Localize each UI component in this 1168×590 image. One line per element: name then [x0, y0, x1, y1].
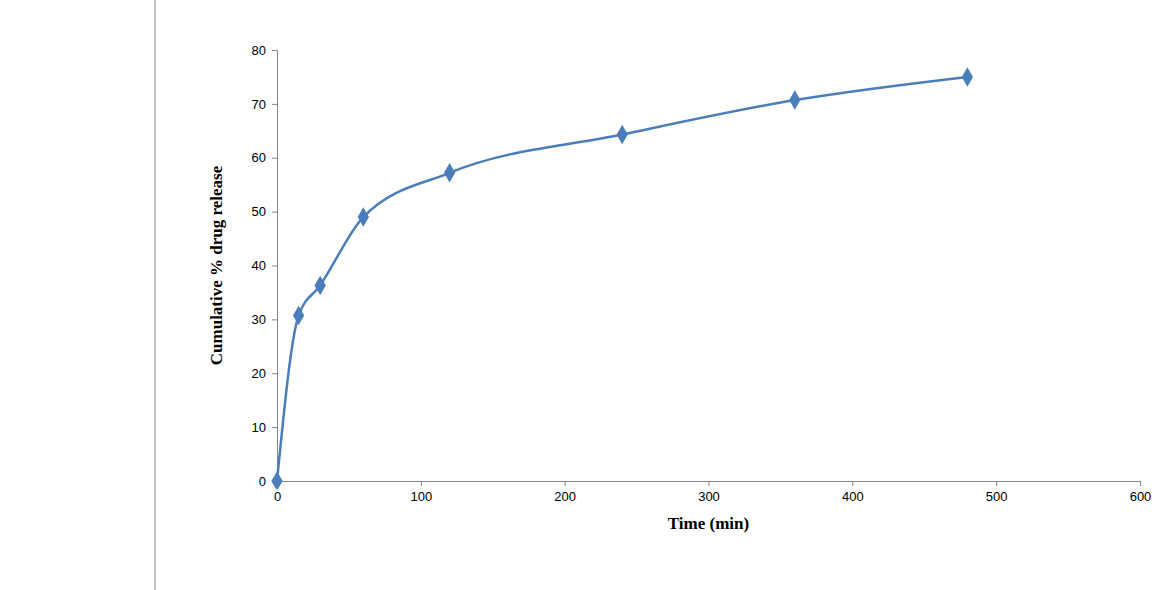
x-tick: 500 — [986, 481, 1008, 504]
x-tick-label: 300 — [698, 489, 720, 504]
y-tick-label: 80 — [252, 43, 266, 58]
x-axis-title: Time (min) — [668, 514, 749, 533]
y-tick-mark — [272, 50, 277, 51]
x-tick-label: 400 — [842, 489, 864, 504]
y-tick-mark — [272, 319, 277, 320]
y-tick-label: 60 — [252, 150, 266, 165]
y-axis: 0 10 20 30 40 50 60 70 80 — [252, 43, 278, 489]
data-point — [315, 276, 326, 296]
data-point — [444, 163, 455, 183]
chart-border — [155, 0, 156, 590]
y-tick-mark — [272, 373, 277, 374]
y-tick-mark — [272, 427, 277, 428]
x-tick-label: 500 — [986, 489, 1008, 504]
data-point — [789, 90, 800, 110]
x-tick: 600 — [1130, 481, 1152, 504]
y-tick-mark — [272, 104, 277, 105]
data-point — [617, 125, 628, 145]
y-tick-label: 0 — [259, 474, 266, 489]
data-point — [293, 306, 304, 326]
x-tick: 200 — [554, 481, 576, 504]
y-tick-label: 70 — [252, 97, 266, 112]
data-point — [962, 67, 973, 87]
x-tick-mark — [421, 481, 422, 486]
y-tick-label: 20 — [252, 366, 266, 381]
data-line — [277, 77, 967, 481]
x-tick-label: 0 — [274, 489, 281, 504]
x-tick-label: 100 — [410, 489, 432, 504]
y-tick: 50 — [252, 204, 277, 219]
y-tick-label: 10 — [252, 420, 266, 435]
y-tick-label: 50 — [252, 204, 266, 219]
y-tick: 60 — [252, 150, 277, 165]
x-axis-line — [278, 482, 1141, 487]
y-tick: 40 — [252, 258, 277, 273]
x-tick-label: 200 — [554, 489, 576, 504]
chart: 0 100 200 300 400 500 600 0 10 20 30 40 50 60 70 80 Time… — [0, 0, 1168, 590]
y-axis-line — [272, 51, 278, 482]
y-tick: 70 — [252, 97, 277, 112]
x-tick: 100 — [410, 481, 432, 504]
y-tick: 30 — [252, 312, 277, 327]
x-tick-mark — [565, 481, 566, 486]
data-point — [271, 471, 282, 489]
x-tick-label: 600 — [1130, 489, 1152, 504]
y-tick-mark — [272, 158, 277, 159]
y-axis-title: Cumulative % drug release — [207, 165, 226, 365]
y-tick-label: 40 — [252, 258, 266, 273]
x-tick-mark — [709, 481, 710, 486]
x-tick-mark — [996, 481, 997, 486]
data-point — [358, 207, 369, 227]
y-tick-mark — [272, 212, 277, 213]
y-tick-label: 30 — [252, 312, 266, 327]
plot-area — [271, 67, 973, 489]
x-tick: 300 — [698, 481, 720, 504]
x-tick: 400 — [842, 481, 864, 504]
x-tick-mark — [852, 481, 853, 486]
y-tick-mark — [272, 266, 277, 267]
y-tick: 20 — [252, 366, 277, 381]
y-tick: 10 — [252, 420, 277, 435]
x-tick-mark — [1140, 481, 1141, 486]
x-axis: 0 100 200 300 400 500 600 — [274, 481, 1151, 504]
y-tick: 80 — [252, 43, 277, 58]
